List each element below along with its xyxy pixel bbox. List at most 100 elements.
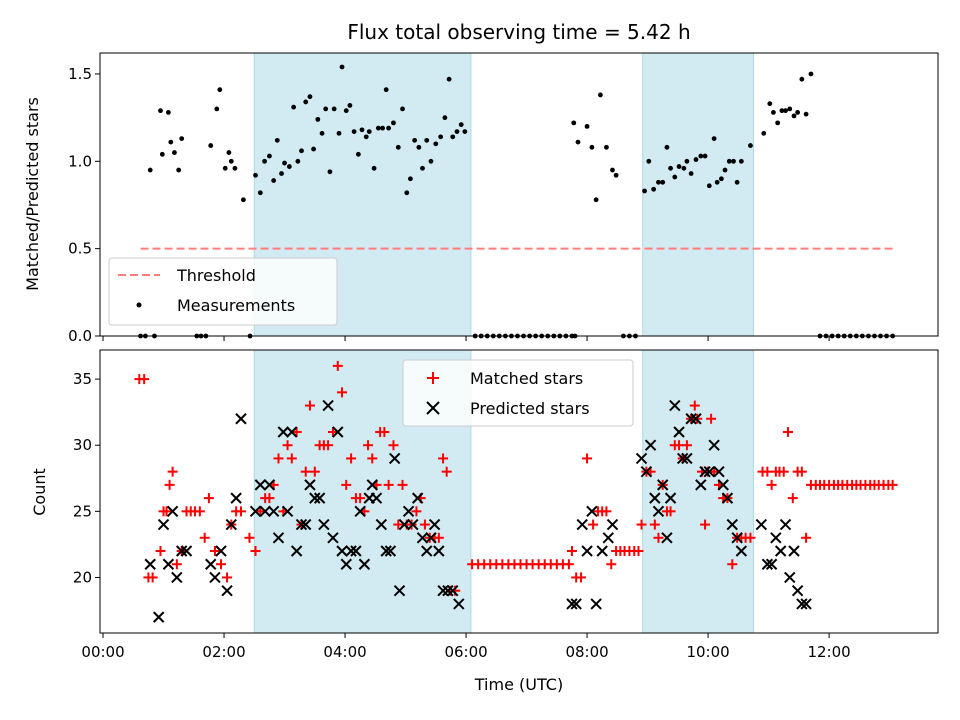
- measurement-point: [407, 176, 413, 182]
- measurement-point: [339, 64, 345, 70]
- bottom-x-ticks: 00:00 02:00 04:00 06:00 08:00 10:00 12:00: [81, 633, 851, 661]
- shaded-interval: [642, 349, 754, 634]
- predicted-star-point: [669, 399, 681, 412]
- matched-star-point: [762, 466, 773, 477]
- predicted-star-point: [661, 532, 673, 544]
- measurement-point: [808, 71, 814, 77]
- x-tick-label: 06:00: [444, 643, 487, 661]
- predicted-star-point: [295, 518, 308, 531]
- measurement-point: [651, 186, 657, 192]
- predicted-star-point: [421, 545, 433, 557]
- measurement-point: [748, 143, 753, 148]
- predicted-star-point: [272, 532, 285, 544]
- measurement-point: [176, 167, 182, 173]
- predicted-star-point: [209, 571, 221, 584]
- matched-star-point: [441, 466, 452, 477]
- predicted-star-point: [437, 584, 449, 597]
- measurement-point: [253, 172, 258, 178]
- measurement-point: [799, 76, 805, 82]
- measurement-point: [771, 109, 776, 115]
- predicted-star-point: [366, 479, 378, 491]
- measurement-point: [676, 164, 682, 169]
- predicted-star-point: [703, 465, 715, 478]
- measurement-point: [783, 108, 788, 114]
- matched-star-point: [606, 559, 617, 570]
- predicted-star-point: [664, 492, 677, 504]
- matched-star-point: [161, 506, 172, 517]
- predicted-star-point: [309, 492, 321, 504]
- measurement-point: [168, 139, 174, 145]
- measurement-point: [286, 164, 292, 169]
- measurement-point: [575, 139, 581, 145]
- measurement-point: [646, 158, 652, 164]
- chart-title: Flux total observing time = 5.42 h: [347, 20, 690, 44]
- predicted-stars-legend-marker: [426, 401, 440, 415]
- matched-star-point: [419, 519, 430, 530]
- matched-star-point: [255, 506, 266, 517]
- measurement-point: [711, 136, 717, 141]
- measurement-point: [779, 108, 785, 114]
- predicted-star-point: [286, 426, 298, 438]
- bottom-axes-frame: [99, 349, 939, 634]
- predicted-star-point: [304, 479, 316, 491]
- predicted-star-point: [453, 598, 465, 610]
- measurement-point: [383, 87, 389, 93]
- predicted-star-point: [442, 584, 454, 597]
- measurement-point: [593, 197, 599, 203]
- measurement-point: [450, 134, 456, 140]
- matched-star-point: [216, 559, 227, 570]
- matched-star-point: [367, 453, 378, 464]
- measurement-point: [262, 158, 267, 164]
- predicted-star-point: [375, 518, 388, 531]
- measurement-point: [366, 129, 372, 135]
- measurement-point: [158, 108, 163, 114]
- matched-star-point: [171, 559, 182, 570]
- matched-star-point: [300, 466, 311, 477]
- matched-star-point: [286, 453, 297, 464]
- predicted-star-point: [761, 558, 774, 570]
- bottom-y-ticks: 20 25 30 35: [73, 370, 100, 586]
- measurement-point: [371, 165, 377, 171]
- measurement-point: [412, 137, 418, 143]
- measurement-point: [279, 171, 284, 176]
- measurement-point: [351, 129, 357, 135]
- measurement-point: [664, 144, 670, 150]
- matched-star-point: [164, 479, 175, 490]
- predicted-star-point: [267, 505, 280, 518]
- predicted-star-point: [230, 492, 242, 504]
- matched-star-point: [291, 426, 302, 437]
- predicted-star-point: [774, 545, 787, 557]
- measurement-point: [217, 87, 223, 93]
- matched-star-point: [244, 532, 255, 543]
- measurement-point: [442, 115, 448, 121]
- predicted-star-point: [681, 452, 693, 465]
- measurement-point: [775, 120, 781, 126]
- predicted-star-point: [673, 426, 685, 438]
- bottom-shaded-intervals: [253, 349, 754, 634]
- measurement-point: [232, 165, 238, 171]
- predicted-star-point: [235, 413, 247, 425]
- matched-star-point: [727, 559, 738, 570]
- measurement-point: [391, 120, 396, 126]
- bottom-legend: Matched stars Predicted stars: [402, 359, 634, 427]
- predicted-star-point: [635, 452, 648, 465]
- bottom-y-axis-label: Count: [30, 468, 49, 516]
- matched-star-point: [563, 559, 574, 570]
- measurement-point: [172, 150, 177, 155]
- matched-star-point: [438, 453, 449, 464]
- predicted-star-point: [358, 558, 371, 570]
- measurement-point: [359, 127, 365, 133]
- matched-star-point: [222, 572, 233, 583]
- measurement-point: [347, 103, 353, 108]
- predicted-star-point: [380, 545, 392, 557]
- matched-star-point: [649, 519, 660, 530]
- predicted-star-point: [388, 452, 401, 465]
- measurement-point: [613, 172, 619, 178]
- measurement-point: [327, 169, 333, 175]
- matched-star-point: [155, 546, 166, 557]
- matched-star-point: [411, 506, 422, 517]
- matched-star-point: [203, 493, 214, 504]
- predicted-star-point: [281, 505, 294, 518]
- measurement-point: [684, 158, 690, 164]
- predicted-star-point: [249, 505, 262, 518]
